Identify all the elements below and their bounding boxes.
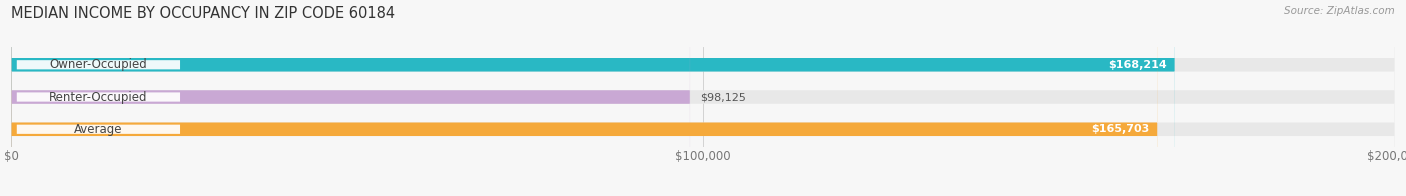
Text: Source: ZipAtlas.com: Source: ZipAtlas.com [1284,6,1395,16]
Text: Owner-Occupied: Owner-Occupied [49,58,148,71]
FancyBboxPatch shape [17,125,180,134]
Text: MEDIAN INCOME BY OCCUPANCY IN ZIP CODE 60184: MEDIAN INCOME BY OCCUPANCY IN ZIP CODE 6… [11,6,395,21]
FancyBboxPatch shape [11,0,690,196]
Text: $165,703: $165,703 [1091,124,1149,134]
Text: $168,214: $168,214 [1108,60,1167,70]
FancyBboxPatch shape [17,93,180,102]
Text: $98,125: $98,125 [700,92,745,102]
FancyBboxPatch shape [11,0,1395,196]
FancyBboxPatch shape [17,60,180,69]
Text: Average: Average [75,123,122,136]
FancyBboxPatch shape [11,0,1175,196]
FancyBboxPatch shape [11,0,1395,196]
Text: Renter-Occupied: Renter-Occupied [49,91,148,103]
FancyBboxPatch shape [11,0,1395,196]
FancyBboxPatch shape [11,0,1157,196]
